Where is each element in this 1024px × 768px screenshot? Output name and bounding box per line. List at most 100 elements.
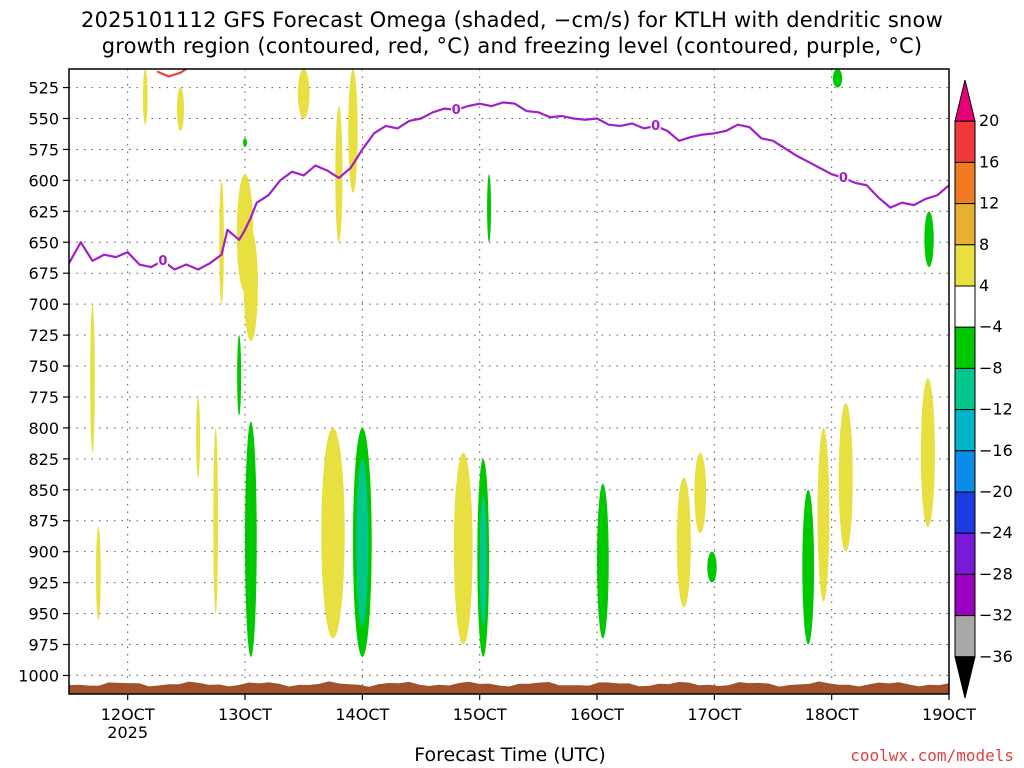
x-tick-label: 18OCT	[805, 705, 859, 724]
omega-shade-region	[321, 427, 345, 639]
dendritic-growth-contour	[156, 68, 187, 78]
y-tick-label: 1000	[18, 666, 59, 685]
colorbar-tick-label: −36	[979, 647, 1013, 666]
colorbar-swatch	[954, 161, 976, 205]
x-tick-label: 12OCT	[101, 705, 155, 724]
credit-link[interactable]: coolwx.com/models	[850, 746, 1014, 765]
freezing-level-label: 0	[651, 119, 660, 134]
y-tick-label: 725	[28, 326, 59, 345]
colorbar-tick-label: 8	[979, 235, 989, 254]
freezing-level-label-bg	[451, 101, 462, 116]
omega-shade-region	[356, 458, 369, 626]
omega-shade-region	[817, 427, 830, 602]
chart-title-line-2: growth region (contoured, red, °C) and f…	[101, 34, 923, 58]
y-tick-label: 575	[28, 140, 59, 159]
omega-shading	[90, 69, 935, 657]
colorbar-tick-label: −28	[979, 564, 1013, 583]
x-tick-label: 14OCT	[335, 705, 389, 724]
omega-shade-region	[95, 526, 101, 620]
omega-shade-region	[924, 211, 934, 268]
y-tick-label: 650	[28, 233, 59, 252]
x-tick-label: 15OCT	[453, 705, 507, 724]
colorbar-tick-label: −4	[979, 317, 1003, 336]
colorbar-tick-label: −24	[979, 523, 1013, 542]
colorbar-tick-label: 12	[979, 194, 999, 213]
y-tick-label: 675	[28, 264, 59, 283]
omega-shade-region	[142, 69, 148, 125]
omega-shade-region	[297, 69, 310, 119]
y-tick-label: 525	[28, 79, 59, 98]
omega-shade-region	[487, 174, 492, 243]
y-tick-label: 950	[28, 605, 59, 624]
freezing-level-label-bg	[157, 252, 168, 267]
x-year-label: 2025	[107, 723, 148, 742]
omega-shade-region	[196, 396, 201, 478]
x-axis: 12OCT 13OCT 14OCT 15OCT 16OCT 17OCT 18OCT 19OCT…	[101, 694, 976, 742]
omega-shade-region	[597, 483, 609, 639]
y-tick-label: 800	[28, 419, 59, 438]
y-tick-label: 700	[28, 295, 59, 314]
contours: 0 0 0 0	[68, 68, 950, 271]
colorbar-swatch	[954, 367, 976, 411]
freezing-level-label: 0	[839, 171, 848, 186]
colorbar-swatch	[954, 326, 976, 369]
x-axis-label: Forecast Time (UTC)	[414, 744, 606, 766]
colorbar-swatch	[954, 203, 976, 246]
colorbar-tick-label: 4	[979, 276, 989, 295]
colorbar-swatch	[954, 120, 976, 163]
y-tick-label: 750	[28, 357, 59, 376]
omega-shade-region	[802, 489, 815, 645]
omega-shade-region	[219, 180, 224, 305]
y-tick-label: 925	[28, 574, 59, 593]
x-tick-label: 13OCT	[218, 705, 272, 724]
omega-shade-region	[243, 138, 247, 147]
omega-shade-region	[335, 106, 343, 243]
omega-shade-region	[243, 229, 258, 342]
freezing-level-label: 0	[452, 103, 461, 118]
chart-title-line-1: 2025101112 GFS Forecast Omega (shaded, −…	[81, 8, 943, 32]
y-axis: 525 550 575 600 625 650 675 700 725 750 775 800 825 8…	[18, 79, 69, 685]
y-tick-label: 625	[28, 202, 59, 221]
plot-frame	[68, 68, 950, 695]
colorbar-swatch	[954, 79, 976, 122]
omega-shade-region	[838, 403, 853, 552]
y-tick-label: 775	[28, 388, 59, 407]
omega-shade-region	[694, 452, 707, 534]
terrain-surface	[69, 681, 949, 694]
x-tick-label: 17OCT	[687, 705, 741, 724]
colorbar-swatch	[954, 656, 976, 699]
colorbar-tick-label: −12	[979, 400, 1013, 419]
y-tick-label: 850	[28, 481, 59, 500]
plot-area	[69, 69, 949, 694]
colorbar: 20 16 12 8 4 −4 −8 −12 −16 −20 −24 −28 −32 −36	[954, 79, 1013, 699]
x-tick-label: 19OCT	[922, 705, 976, 724]
y-tick-label: 900	[28, 543, 59, 562]
omega-shade-region	[453, 452, 473, 645]
colorbar-swatch	[954, 244, 976, 287]
y-tick-label: 825	[28, 450, 59, 469]
y-tick-label: 550	[28, 110, 59, 129]
freezing-level-label-bg	[650, 117, 661, 132]
omega-shade-region	[176, 87, 184, 131]
y-tick-label: 600	[28, 171, 59, 190]
colorbar-swatch	[954, 532, 976, 575]
colorbar-swatch	[954, 409, 976, 452]
omega-shade-region	[832, 69, 843, 88]
omega-shade-region	[707, 551, 717, 583]
colorbar-tick-label: −32	[979, 606, 1013, 625]
freezing-level-contour	[68, 101, 950, 271]
freezing-level-label: 0	[158, 254, 167, 269]
omega-shade-region	[237, 335, 242, 416]
colorbar-tick-label: −8	[979, 358, 1003, 377]
colorbar-tick-label: 16	[979, 152, 999, 171]
colorbar-tick-label: −20	[979, 482, 1013, 501]
colorbar-swatch	[954, 573, 976, 617]
freezing-level-label-bg	[838, 169, 849, 184]
colorbar-swatch	[954, 285, 976, 328]
omega-shade-region	[213, 427, 219, 614]
y-tick-label: 975	[28, 635, 59, 654]
omega-shade-region	[90, 304, 95, 453]
colorbar-swatch	[954, 615, 976, 658]
omega-shade-region	[676, 477, 691, 608]
